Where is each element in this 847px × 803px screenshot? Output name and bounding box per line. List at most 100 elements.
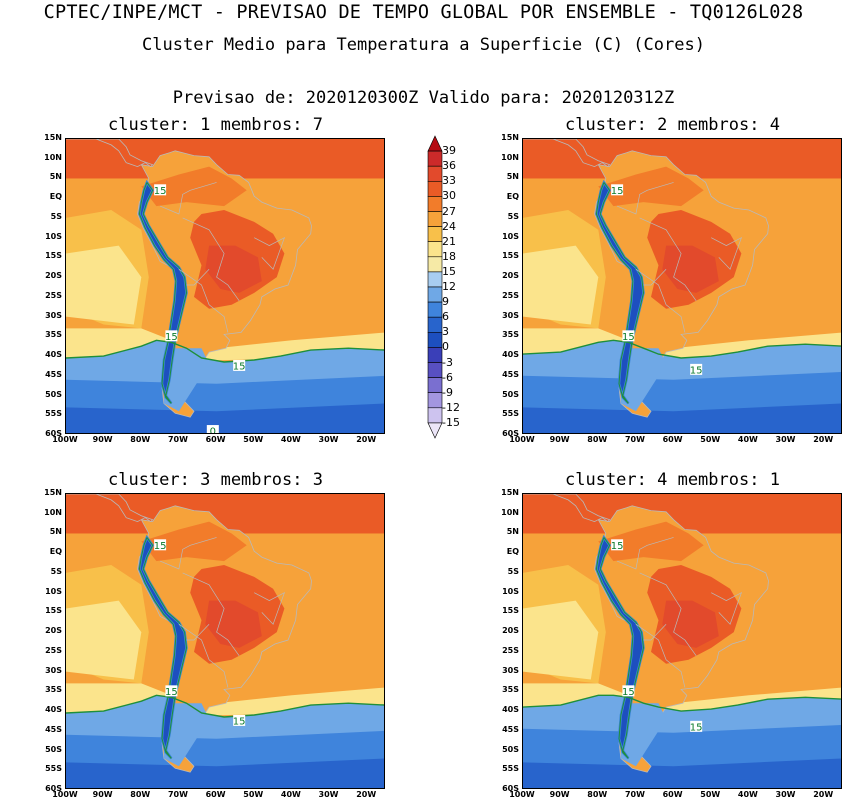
lon-tick-label: 50W — [243, 790, 264, 799]
lat-tick-label: 55S — [45, 409, 62, 419]
lat-tick-label: 40S — [45, 350, 62, 360]
colorbar-label: -15 — [442, 415, 460, 429]
lon-tick-label: 40W — [280, 435, 301, 444]
lon-tick-label: 60W — [662, 435, 683, 444]
contour-label: 15 — [611, 186, 624, 197]
map-panel-2: 15 15 15 — [522, 138, 842, 434]
lat-tick-label: 50S — [45, 389, 62, 399]
colder-south-area — [523, 758, 841, 788]
pacific-cool-area — [523, 600, 599, 680]
lon-tick-label: 100W — [509, 435, 535, 444]
central-america-landmass — [66, 139, 154, 168]
lat-tick-label: 10S — [45, 586, 62, 596]
colorbar-segment — [427, 362, 443, 378]
colder-south-area — [66, 758, 384, 788]
interior-hottest-area — [205, 245, 262, 293]
lon-tick-label: 80W — [587, 435, 608, 444]
lat-tick-label: 20S — [502, 626, 519, 636]
colorbar-segment — [427, 301, 443, 318]
lat-tick-label: 15N — [501, 133, 519, 142]
contour-label: 15 — [611, 541, 624, 552]
map-panel-4: 15 15 15 — [522, 493, 842, 789]
colder-south-area — [66, 403, 384, 433]
lat-tick-label: 40S — [45, 705, 62, 715]
colorbar — [424, 133, 464, 443]
contour-label: 15 — [154, 541, 167, 552]
lat-tick-label: 30S — [45, 310, 62, 320]
contour-label: 15 — [690, 722, 703, 733]
political-border-2 — [616, 182, 674, 215]
lat-tick-label: 50S — [45, 744, 62, 754]
contour-label-bg — [690, 720, 703, 732]
lon-tick-label: 90W — [92, 435, 113, 444]
central-america-landmass — [523, 139, 611, 168]
main-title: CPTEC/INPE/MCT - PREVISAO DE TEMPO GLOBA… — [43, 2, 804, 23]
lat-tick-label: 45S — [502, 724, 519, 734]
colorbar-label: 21 — [442, 234, 456, 248]
lon-tick-label: 30W — [318, 435, 339, 444]
lon-tick-label: 40W — [737, 790, 758, 799]
interior-hottest-area — [662, 245, 719, 293]
political-border-2 — [159, 182, 217, 215]
lat-tick-label: 30S — [502, 310, 519, 320]
central-america-landmass — [66, 494, 154, 523]
lat-tick-label: 60S — [45, 429, 62, 438]
contour-15-south — [523, 339, 841, 359]
contour-label-bg — [233, 359, 246, 371]
contour-label-bg — [611, 539, 624, 551]
lon-tick-label: 70W — [624, 435, 645, 444]
contour-label: 15 — [154, 186, 167, 197]
lon-tick-label: 60W — [205, 790, 226, 799]
colorbar-segment — [427, 407, 443, 424]
colorbar-label: 3 — [442, 325, 449, 339]
lat-tick-label: 40S — [502, 705, 519, 715]
lat-tick-label: 5N — [506, 527, 519, 537]
pacific-cool-area — [523, 245, 599, 325]
colorbar-segment — [427, 392, 443, 409]
contour-label-bg — [233, 714, 246, 726]
lat-tick-label: 10N — [501, 507, 519, 517]
lat-tick-label: 35S — [502, 685, 519, 695]
lat-tick-label: 45S — [502, 369, 519, 379]
lat-tick-label: 5S — [507, 566, 519, 576]
lat-tick-label: 5N — [49, 527, 62, 537]
panel-title-3: cluster: 3 membros: 3 — [108, 470, 323, 490]
political-border-0 — [639, 217, 697, 302]
lon-tick-label: 100W — [52, 435, 78, 444]
contour-label-bg — [611, 184, 624, 196]
colorbar-segment — [427, 332, 443, 348]
contour-label-bg — [165, 685, 178, 697]
contour-15-andes — [595, 537, 645, 759]
central-america-landmass — [523, 494, 611, 523]
contour-label-bg — [206, 425, 219, 433]
lon-tick-label: 50W — [700, 435, 721, 444]
contour-label-bg — [690, 363, 703, 375]
lon-tick-label: 60W — [205, 435, 226, 444]
lon-tick-label: 100W — [52, 790, 78, 799]
lat-tick-label: 25S — [45, 290, 62, 300]
lat-tick-label: 35S — [45, 330, 62, 340]
colorbar-segment — [427, 316, 443, 333]
political-border-0 — [639, 572, 697, 657]
lat-tick-label: 60S — [502, 784, 519, 793]
lon-tick-label: 90W — [549, 790, 570, 799]
colorbar-segment — [427, 256, 443, 273]
political-border-3 — [643, 268, 667, 286]
lon-tick-label: 30W — [775, 790, 796, 799]
lat-tick-label: 55S — [502, 409, 519, 419]
colorbar-label: 18 — [442, 249, 456, 263]
lon-tick-label: 20W — [356, 435, 377, 444]
colorbar-label: 30 — [442, 189, 456, 203]
subtitle: Cluster Medio para Temperatura a Superfi… — [142, 35, 705, 55]
political-border-4 — [711, 591, 743, 625]
lon-tick-label: 70W — [624, 790, 645, 799]
lat-tick-label: 10N — [44, 152, 62, 162]
colorbar-segment — [427, 286, 443, 303]
colorbar-scale — [427, 135, 443, 439]
north-amazon-warm — [598, 521, 704, 562]
colorbar-label: 12 — [442, 280, 456, 293]
temperature-field-2: 15 15 15 — [523, 139, 841, 433]
lat-tick-label: 15S — [45, 606, 62, 616]
lat-tick-label: 50S — [502, 744, 519, 754]
lat-tick-label: 20S — [45, 271, 62, 281]
